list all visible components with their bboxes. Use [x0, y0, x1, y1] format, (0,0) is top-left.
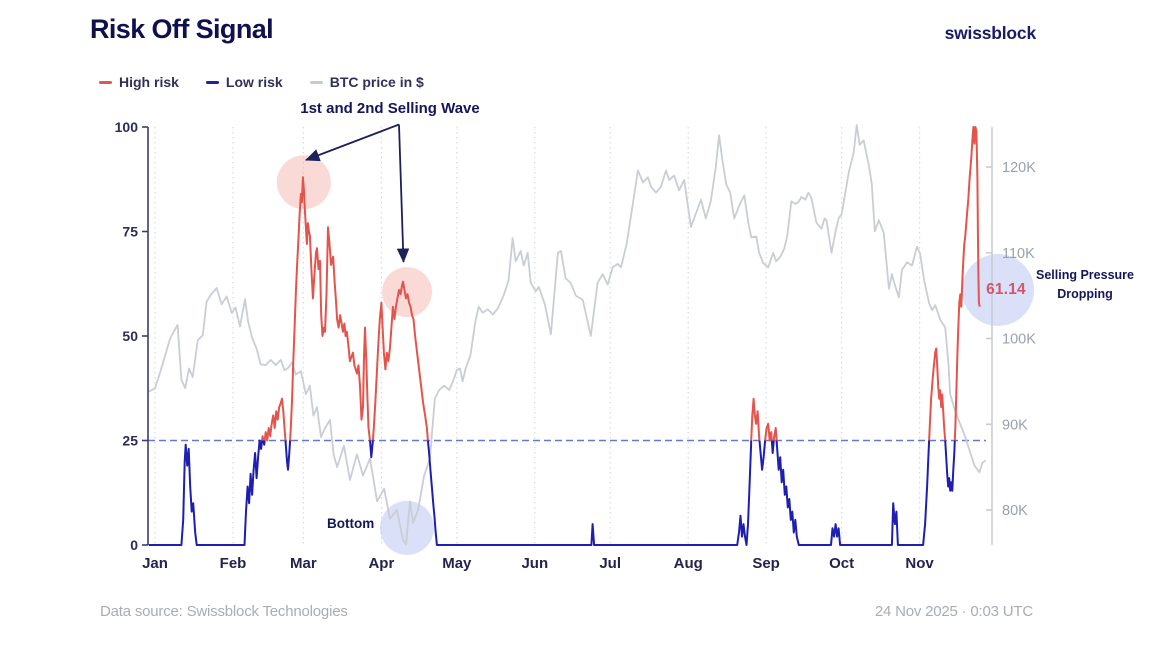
- legend-item-high-risk: High risk: [99, 74, 179, 90]
- svg-text:Aug: Aug: [674, 555, 703, 572]
- svg-text:80K: 80K: [1002, 503, 1028, 519]
- data-source-text: Data source: Swissblock Technologies: [100, 603, 348, 620]
- svg-text:Nov: Nov: [905, 555, 934, 572]
- svg-text:May: May: [442, 555, 472, 572]
- current-value-label: 61.14: [986, 281, 1026, 298]
- annotation-arrow: [396, 124, 410, 263]
- bottom-annotation: Bottom: [327, 516, 375, 531]
- svg-text:0: 0: [130, 537, 138, 553]
- low-risk-dash-icon: [205, 80, 219, 84]
- high-risk-line: [261, 126, 981, 442]
- svg-text:50: 50: [122, 328, 138, 344]
- current-reading-circle: [962, 254, 1034, 326]
- high-risk-dash-icon: [99, 80, 112, 84]
- svg-text:Sep: Sep: [752, 555, 780, 572]
- second-selling-wave-circle: [382, 267, 432, 318]
- legend-label: Low risk: [225, 74, 283, 90]
- svg-text:Jul: Jul: [599, 555, 621, 572]
- timestamp-text: 24 Nov 2025 · 0:03 UTC: [874, 603, 1033, 620]
- legend-item-low-risk: Low risk: [205, 74, 283, 90]
- right-axis-ticks: 80K 90K 100K 110K 120K: [986, 160, 1036, 519]
- left-axis-ticks: 0 25 50 75 100: [115, 119, 148, 553]
- legend-label: High risk: [119, 74, 179, 90]
- svg-text:100: 100: [115, 119, 139, 135]
- svg-text:Jun: Jun: [521, 555, 548, 572]
- brand-logo: swissblock: [944, 23, 1037, 43]
- legend-label: BTC price in $: [329, 74, 424, 90]
- svg-text:110K: 110K: [1002, 246, 1035, 262]
- svg-text:100K: 100K: [1002, 332, 1036, 348]
- svg-text:75: 75: [122, 224, 138, 240]
- annotation-arrow: [305, 123, 400, 162]
- selling-wave-annotation: 1st and 2nd Selling Wave: [300, 100, 480, 117]
- legend-item-btc-price: BTC price in $: [309, 74, 424, 90]
- low-risk-line: [148, 439, 956, 546]
- svg-text:Oct: Oct: [829, 555, 854, 572]
- selling-pressure-annotation: Selling Pressure Dropping: [1036, 268, 1134, 301]
- x-axis-labels: Jan Feb Mar Apr May Jun Jul Aug Sep Oct Nov: [142, 555, 934, 572]
- svg-text:Jan: Jan: [142, 555, 168, 572]
- svg-text:Apr: Apr: [368, 555, 394, 572]
- svg-text:120K: 120K: [1002, 160, 1036, 176]
- btc-price-line: [148, 124, 987, 546]
- svg-text:90K: 90K: [1002, 417, 1028, 433]
- svg-text:Mar: Mar: [290, 555, 317, 572]
- svg-text:Feb: Feb: [220, 555, 247, 572]
- svg-text:25: 25: [122, 433, 138, 449]
- btc-price-dash-icon: [309, 80, 323, 84]
- month-gridlines: [154, 127, 921, 545]
- page-title: Risk Off Signal: [90, 14, 274, 44]
- chart-legend: High risk Low risk BTC price in $: [99, 74, 424, 90]
